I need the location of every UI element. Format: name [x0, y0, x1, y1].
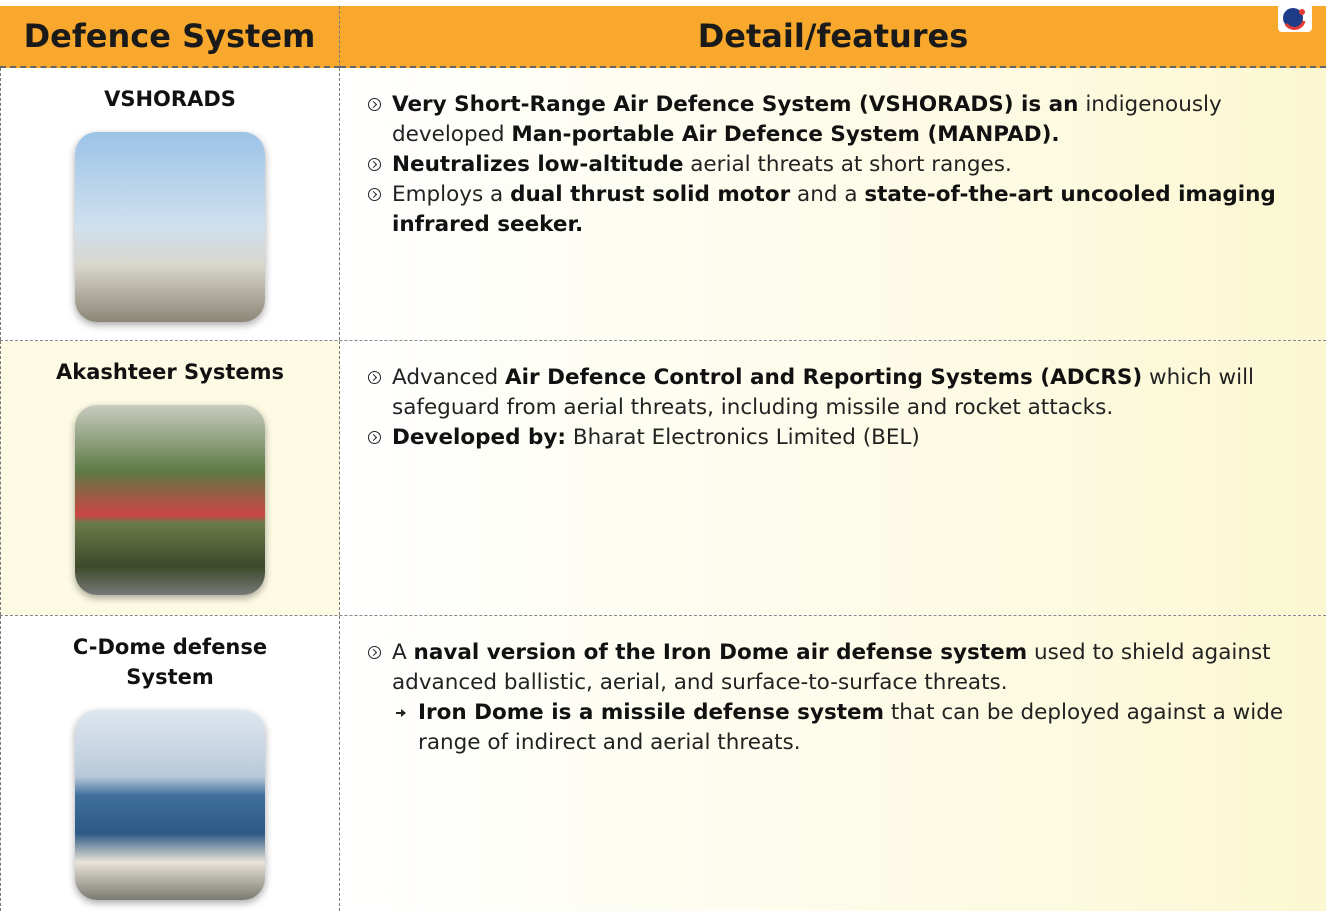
- header-cell: Detail/features: [340, 6, 1326, 68]
- photo: [75, 710, 265, 900]
- text-run: Man-portable Air Defence System (MANPAD)…: [511, 122, 1060, 147]
- sub-bullet: Iron Dome is a missile defense system th…: [394, 698, 1306, 758]
- table-row: Akashteer Systems Advanced Air Defence Co…: [0, 340, 1326, 615]
- bullet: A naval version of the Iron Dome air def…: [368, 638, 1306, 698]
- bullet-icon: [368, 188, 381, 201]
- text-run: A: [392, 640, 414, 665]
- arrow-icon: [396, 709, 406, 717]
- bullet-icon: [368, 158, 381, 171]
- text-run: which will safeguard from aerial threats…: [392, 365, 1255, 420]
- bullet: Neutralizes low-altitude aerial threats …: [368, 150, 1306, 180]
- text-run: Bharat Electronics Limited (BEL): [566, 425, 920, 450]
- text-run: Developed by:: [392, 425, 567, 450]
- text-run: dual thrust solid motor: [510, 182, 791, 207]
- text-run: that can be deployed against a wide rang…: [418, 700, 1284, 755]
- bullet: Advanced Air Defence Control and Reporti…: [368, 363, 1306, 423]
- bullet-icon: [368, 646, 381, 659]
- text-run: and a: [790, 182, 865, 207]
- text-run: Advanced: [392, 365, 506, 390]
- text-run: used to shield against advanced ballisti…: [392, 640, 1271, 695]
- text-run: naval version of the Iron Dome air defen…: [413, 640, 1028, 665]
- photo: [75, 405, 265, 595]
- text-run: Employs a: [392, 182, 511, 207]
- table-row: VSHORADS Very Short-Range Air Defence Sys…: [0, 68, 1326, 340]
- system-cell: VSHORADS: [0, 68, 340, 340]
- text-run: Very Short-Range Air Defence System (VSH…: [392, 92, 1079, 117]
- text-run: Iron Dome is a missile defense system: [418, 700, 885, 725]
- photo: [75, 132, 265, 322]
- detail-cell: Advanced Air Defence Control and Reporti…: [340, 341, 1326, 615]
- detail-cell: Very Short-Range Air Defence System (VSH…: [340, 68, 1326, 340]
- system-name: C-Dome defense System: [72, 635, 268, 689]
- system-name: Akashteer Systems: [55, 360, 284, 384]
- bullet-icon: [368, 98, 381, 111]
- table-row: C-Dome defense System A naval version of …: [0, 615, 1326, 911]
- text-run: aerial threats at short ranges.: [683, 152, 1012, 177]
- text-run: Neutralizes low-altitude: [392, 152, 684, 177]
- bullet-icon: [368, 371, 381, 384]
- column-heading: Defence System: [23, 17, 316, 55]
- logo: [1278, 4, 1312, 32]
- text-run: state-of-the-art uncooled imaging infrar…: [392, 182, 1276, 237]
- text-run: Air Defence Control and Reporting System…: [505, 365, 1143, 390]
- system-name: VSHORADS: [104, 87, 236, 111]
- text-run: indigenously developed: [392, 92, 1222, 147]
- detail-cell: A naval version of the Iron Dome air def…: [340, 616, 1326, 911]
- system-cell: C-Dome defense System: [0, 616, 340, 911]
- column-heading: Detail/features: [697, 17, 969, 55]
- bullet-icon: [368, 431, 381, 444]
- header-cell: Defence System: [0, 6, 340, 68]
- bullet: Very Short-Range Air Defence System (VSH…: [368, 90, 1306, 150]
- bullet: Employs a dual thrust solid motor and a …: [368, 180, 1306, 240]
- system-cell: Akashteer Systems: [0, 341, 340, 615]
- bullet: Developed by: Bharat Electronics Limited…: [368, 423, 1306, 453]
